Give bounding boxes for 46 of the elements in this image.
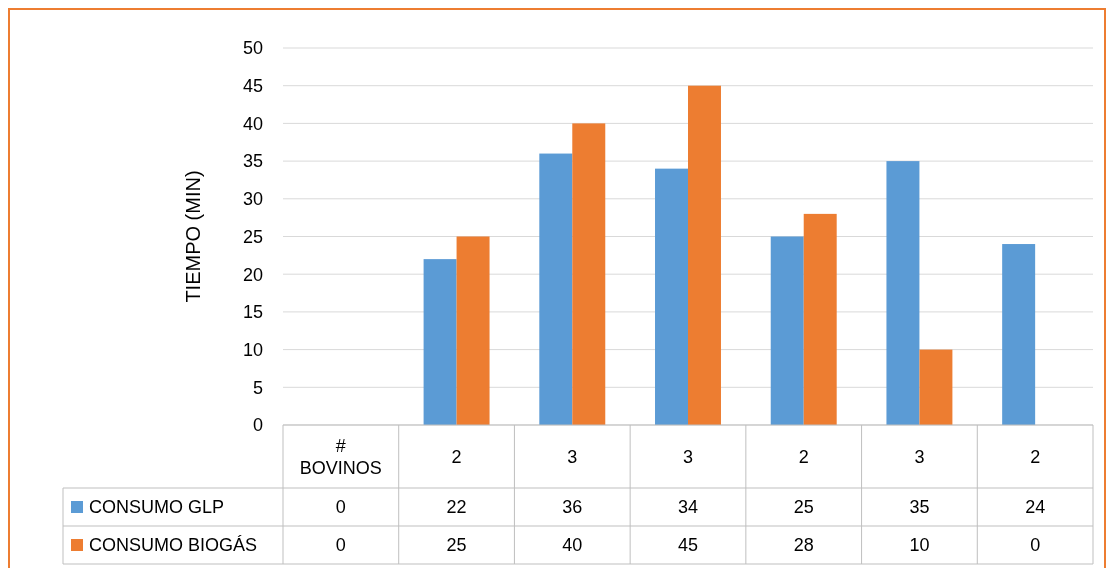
data-label: 25 [793,497,814,518]
data-label: 24 [1025,497,1046,518]
x-tick-label: # BOVINOS [299,435,382,478]
y-tick-label: 0 [252,415,263,436]
y-tick-label: 30 [242,189,263,210]
data-label: 28 [793,535,814,556]
bar [688,85,721,425]
data-label: 45 [677,535,699,556]
bar [572,123,606,425]
data-label: 40 [562,535,583,556]
data-label: 0 [1030,535,1041,556]
bar [919,349,953,425]
x-tick-label: 2 [1030,446,1041,467]
bar [655,168,688,425]
data-label: 25 [446,535,467,556]
y-tick-label: 10 [242,339,263,360]
legend-label: CONSUMO GLP [89,497,225,518]
bar [770,236,804,425]
y-tick-label: 5 [252,377,263,398]
data-label: 22 [446,497,467,518]
y-tick-label: 25 [242,226,263,247]
y-tick-label: 40 [242,113,263,134]
x-tick-label: 3 [682,446,694,467]
bar [539,153,573,425]
y-tick-label: 20 [242,264,263,285]
y-tick-label: 15 [242,302,263,323]
data-label: 0 [335,497,346,518]
data-label: 10 [909,535,930,556]
y-tick-label: 35 [242,151,263,172]
data-label: 0 [335,535,346,556]
bar [803,213,837,425]
data-label: 36 [562,497,583,518]
bar [886,161,920,425]
y-tick-label: 45 [242,76,263,96]
bar [423,259,457,425]
x-tick-label: 2 [798,446,809,467]
data-label: 35 [909,497,930,518]
bar [1002,244,1036,425]
y-axis-title: TIEMPO (MIN) [182,170,204,303]
x-tick-label: 3 [567,446,578,467]
x-tick-label: 3 [914,446,925,467]
bar [456,236,490,425]
y-tick-label: 50 [242,38,263,59]
x-tick-label: 2 [451,446,462,467]
legend-label: CONSUMO BIOGÁS [89,535,258,556]
data-label: 34 [677,497,699,518]
